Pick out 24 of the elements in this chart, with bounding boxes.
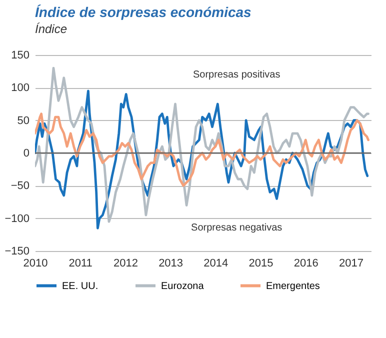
line-series bbox=[35, 112, 370, 187]
y-tick-label: 50 bbox=[17, 114, 30, 127]
legend-label: Eurozona bbox=[161, 280, 204, 292]
y-tick-label: −150 bbox=[4, 246, 30, 258]
x-tick-label: 2011 bbox=[68, 258, 92, 270]
x-tick-label: 2014 bbox=[204, 258, 228, 270]
y-tick-label: 0 bbox=[23, 148, 30, 160]
chart-subtitle: Índice bbox=[35, 22, 68, 36]
line-series bbox=[35, 66, 370, 223]
annotation: Sorpresas negativas bbox=[191, 222, 282, 234]
annotation: Sorpresas positivas bbox=[192, 70, 280, 81]
x-tick-label: 2015 bbox=[248, 258, 274, 270]
x-tick-label: 2016 bbox=[294, 258, 318, 270]
chart-title: Índice de sorpresas económicas bbox=[35, 4, 252, 20]
legend-label: Emergentes bbox=[266, 280, 320, 292]
x-tick-label: 2013 bbox=[158, 258, 184, 270]
y-tick-label: −50 bbox=[10, 180, 30, 192]
x-tick-label: 2010 bbox=[23, 258, 48, 270]
y-tick-label: −100 bbox=[4, 212, 30, 225]
x-tick-label: 2017 bbox=[338, 258, 364, 270]
y-tick-label: 150 bbox=[11, 50, 30, 62]
x-tick-label: 2012 bbox=[113, 258, 138, 270]
legend-label: EE. UU. bbox=[62, 280, 98, 292]
y-tick-label: 100 bbox=[11, 82, 30, 94]
